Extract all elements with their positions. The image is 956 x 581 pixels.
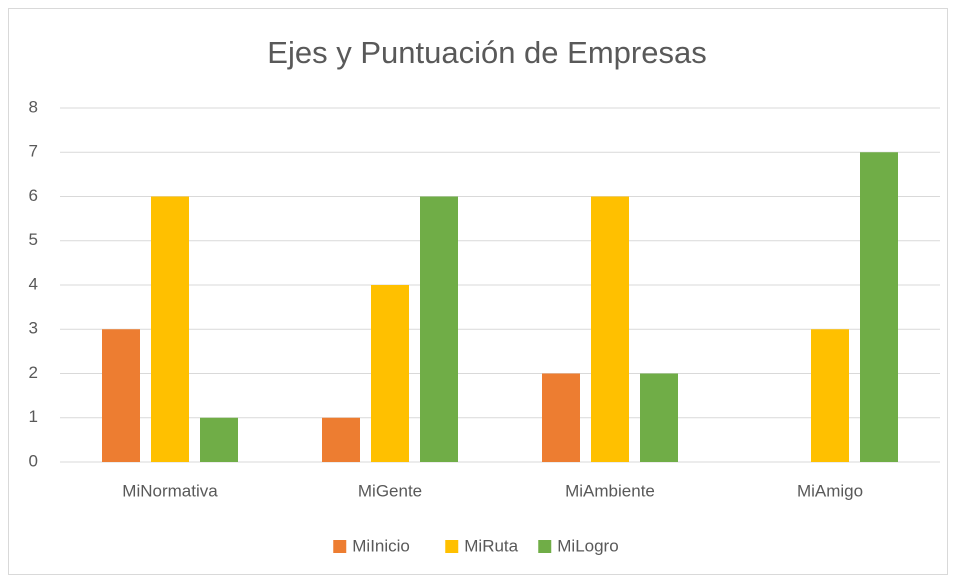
- bar: [322, 417, 360, 462]
- bar: [640, 373, 678, 462]
- y-tick-label: 8: [29, 97, 38, 116]
- chart-title: Ejes y Puntuación de Empresas: [267, 35, 706, 70]
- y-tick-label: 6: [29, 186, 38, 205]
- legend-label: MiLogro: [557, 536, 618, 555]
- y-tick-label: 3: [29, 319, 38, 338]
- y-tick-label: 0: [29, 451, 38, 470]
- legend-swatch: [445, 540, 459, 553]
- bar: [811, 329, 849, 462]
- y-tick-label: 2: [29, 363, 38, 382]
- y-tick-label: 1: [29, 407, 38, 426]
- bar: [542, 373, 580, 462]
- bar: [200, 417, 238, 462]
- bar: [860, 152, 898, 462]
- x-tick-label: MiNormativa: [122, 481, 218, 500]
- legend-label: MiInicio: [352, 536, 410, 555]
- bar: [420, 196, 458, 462]
- y-tick-label: 4: [29, 274, 38, 293]
- legend-swatch: [333, 540, 347, 553]
- bar: [102, 329, 140, 462]
- bar: [591, 196, 629, 462]
- legend-label: MiRuta: [464, 536, 518, 555]
- bar: [151, 196, 189, 462]
- x-tick-label: MiAmigo: [797, 481, 863, 500]
- x-tick-label: MiAmbiente: [565, 481, 655, 500]
- y-tick-label: 7: [29, 142, 38, 161]
- legend-swatch: [538, 540, 552, 553]
- x-tick-label: MiGente: [358, 481, 422, 500]
- y-tick-label: 5: [29, 230, 38, 249]
- bar: [371, 285, 409, 462]
